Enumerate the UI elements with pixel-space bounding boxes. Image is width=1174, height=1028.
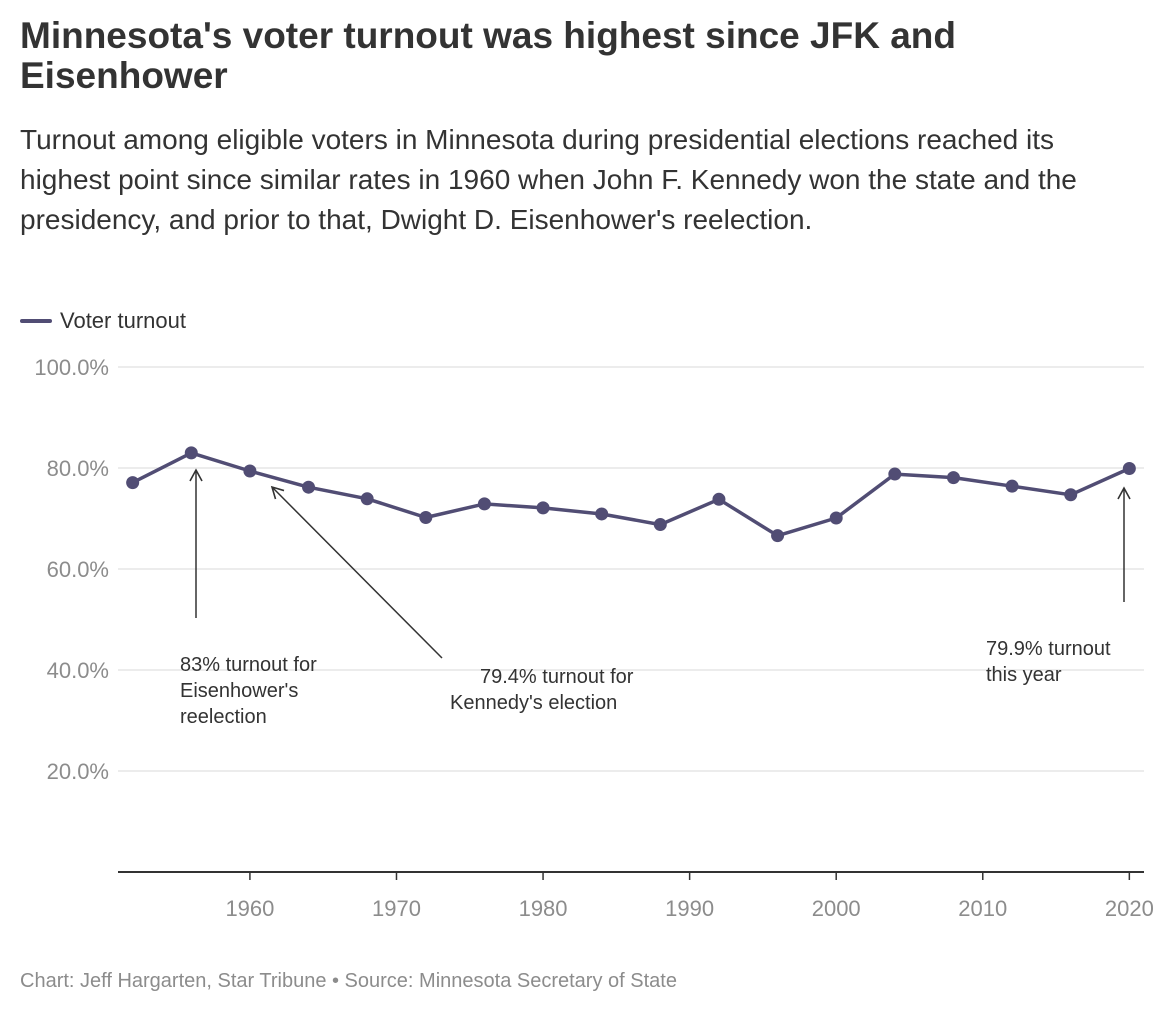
series-line-voter-turnout [130,451,1132,538]
y-tick-label: 100.0% [34,355,109,380]
data-point [653,518,667,532]
x-tick-label: 1970 [372,896,421,921]
data-point [595,507,609,521]
data-point [477,497,491,511]
chart-subtitle: Turnout among eligible voters in Minneso… [20,124,1077,235]
data-point [946,471,960,485]
annotation-text: 79.4% turnout for [480,666,634,688]
legend-label: Voter turnout [60,308,186,333]
x-tick-label: 2010 [958,896,1007,921]
x-tick-label: 2020 [1105,896,1154,921]
x-tick-label: 2000 [812,896,861,921]
annotation-text: Kennedy's election [450,692,617,714]
annotation-text: 79.9% turnout [986,638,1111,660]
data-point [419,510,433,524]
x-tick-label: 1960 [225,896,274,921]
data-point [184,446,198,460]
x-tick-label: 1990 [665,896,714,921]
annotation-text: this year [986,664,1062,686]
data-point [243,464,257,478]
y-tick-label: 60.0% [47,557,109,582]
annotation-text: reelection [180,706,267,728]
y-tick-label: 20.0% [47,759,109,784]
x-tick-label: 1980 [519,896,568,921]
data-point [712,492,726,506]
annotation-arrow [270,485,443,659]
chart-credit: Chart: Jeff Hargarten, Star Tribune • So… [20,970,677,992]
data-point [771,529,785,543]
annotation-text: 83% turnout for [180,654,317,676]
data-point [1005,479,1019,493]
legend-line-swatch [20,319,52,323]
data-point [888,467,902,481]
y-tick-label: 80.0% [47,456,109,481]
chart-title: Minnesota's voter turnout was highest si… [20,15,957,96]
data-point [829,511,843,525]
annotation-text: Eisenhower's [180,680,298,702]
data-point [360,492,374,506]
legend: Voter turnout [20,306,186,336]
data-point [1064,488,1078,502]
data-point [302,480,316,494]
data-point [536,501,550,515]
line-chart: 20.0% 40.0% 60.0% 80.0% 100.0% 1960 1970 1980 19… [34,355,1154,921]
data-point [126,476,140,490]
data-point [1122,462,1136,476]
y-tick-label: 40.0% [47,658,109,683]
